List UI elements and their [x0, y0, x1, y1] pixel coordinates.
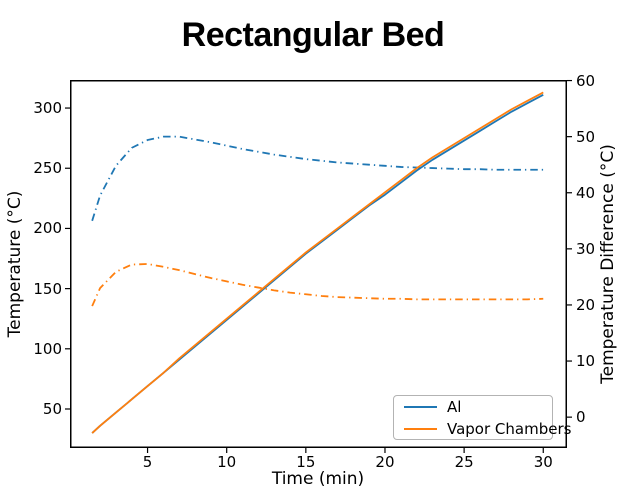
y-axis-label-left: Temperature (°C) — [5, 190, 25, 338]
x-tick-label: 30 — [533, 453, 553, 471]
x-tick-label: 25 — [454, 453, 474, 471]
legend: Al Vapor Chambers — [393, 395, 571, 440]
x-tick-label: 15 — [296, 453, 316, 471]
axes-spines — [70, 80, 567, 448]
legend-label-vapor-chambers: Vapor Chambers — [447, 419, 572, 438]
y-tick-label-left: 250 — [33, 159, 62, 178]
legend-row-al: Al — [404, 397, 552, 417]
y-tick-label-left: 150 — [33, 279, 62, 298]
al-line-swatch — [404, 405, 437, 408]
plot-area — [65, 79, 572, 453]
vapor-chambers-line-swatch — [404, 427, 437, 430]
plot-canvas — [65, 79, 572, 453]
y-tick-label-right: 40 — [576, 183, 596, 202]
series-al-temperature — [91, 94, 544, 434]
legend-row-vapor-chambers: Vapor Chambers — [404, 419, 571, 439]
y-tick-label-right: 0 — [576, 408, 586, 427]
x-tick-label: 5 — [142, 453, 153, 471]
y-axis-label-right: Temperature Difference (°C) — [598, 144, 618, 384]
legend-label-al: Al — [447, 397, 462, 416]
series-vapor-chambers-temperature-difference — [91, 263, 544, 307]
x-tick-label: 20 — [375, 453, 395, 471]
y-tick-label-left: 200 — [33, 219, 62, 238]
series-al-temperature-difference — [91, 135, 544, 222]
y-tick-label-right: 60 — [576, 71, 596, 90]
y-tick-label-left: 50 — [42, 399, 62, 418]
y-tick-label-right: 30 — [576, 239, 596, 258]
x-tick-label: 10 — [217, 453, 237, 471]
y-tick-label-right: 20 — [576, 295, 596, 314]
x-axis-label: Time (min) — [271, 469, 365, 489]
y-tick-label-left: 100 — [33, 339, 62, 358]
series-vapor-chambers-temperature — [91, 91, 544, 434]
y-tick-label-right: 50 — [576, 127, 596, 146]
y-tick-label-left: 300 — [33, 99, 62, 118]
y-tick-label-right: 10 — [576, 352, 596, 371]
chart-title: Rectangular Bed — [181, 16, 445, 54]
